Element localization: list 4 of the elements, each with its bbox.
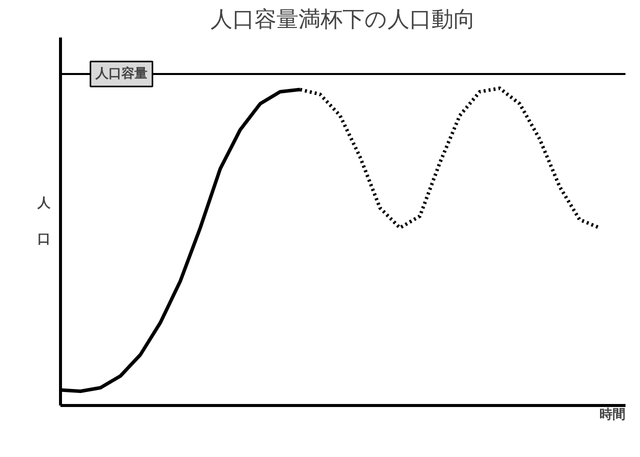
chart-title: 人口容量満杯下の人口動向 bbox=[210, 8, 476, 32]
x-axis-title: 時間 bbox=[600, 408, 626, 422]
text: 人口 bbox=[38, 196, 50, 247]
ref-line-label: 人口容量 bbox=[94, 65, 148, 82]
